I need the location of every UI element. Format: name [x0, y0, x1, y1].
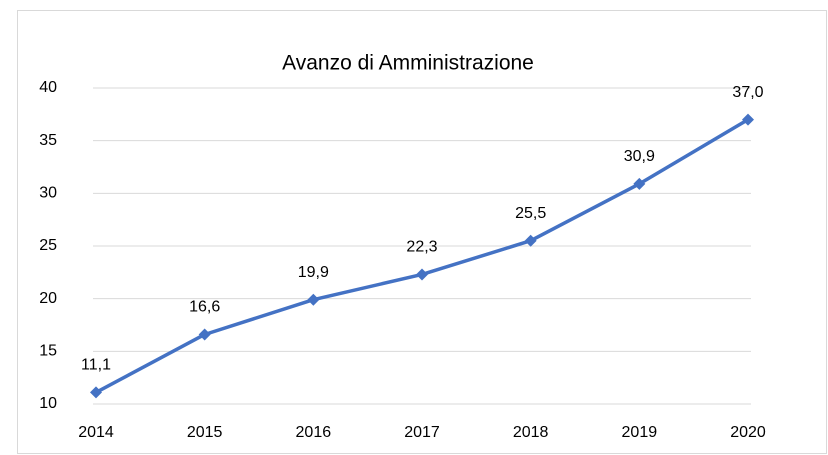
y-tick-label: 35: [39, 132, 57, 149]
x-tick-label: 2016: [296, 424, 332, 441]
x-tick-label: 2014: [78, 424, 114, 441]
data-label: 37,0: [732, 84, 763, 101]
marker: [307, 293, 320, 306]
marker: [90, 386, 102, 399]
marker: [742, 113, 754, 126]
data-label: 16,6: [189, 299, 220, 316]
data-label: 11,1: [81, 357, 111, 374]
y-tick-label: 20: [39, 290, 57, 307]
marker: [524, 234, 537, 247]
chart-frame: [17, 10, 827, 454]
x-tick-label: 2020: [730, 424, 766, 441]
data-label: 25,5: [515, 205, 546, 222]
y-tick-label: 40: [39, 79, 57, 96]
x-tick-label: 2017: [404, 424, 440, 441]
data-label: 30,9: [624, 148, 655, 165]
marker: [416, 268, 428, 281]
marker: [633, 177, 646, 190]
x-tick-label: 2018: [513, 424, 549, 441]
y-tick-label: 25: [39, 237, 57, 254]
chart-title: Avanzo di Amministrazione: [282, 52, 534, 75]
x-tick-label: 2015: [187, 424, 223, 441]
y-tick-label: 30: [39, 185, 57, 202]
data-label: 19,9: [298, 264, 329, 281]
x-tick-label: 2019: [622, 424, 658, 441]
y-tick-label: 10: [39, 395, 57, 412]
data-label: 22,3: [406, 239, 437, 256]
y-tick-label: 15: [39, 343, 57, 360]
marker: [198, 328, 211, 341]
